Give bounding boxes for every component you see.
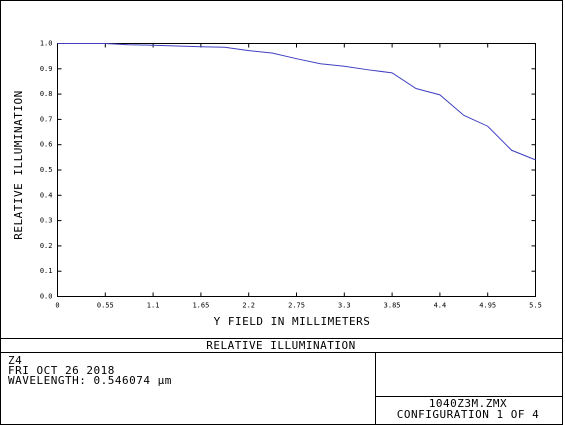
x-tick-label: 3.3 [338, 302, 351, 310]
footer-title: RELATIVE ILLUMINATION [206, 339, 356, 352]
y-tick-label: 0.3 [40, 217, 53, 225]
x-tick-label: 4.95 [479, 302, 496, 310]
x-tick-label: 0.55 [97, 302, 114, 310]
y-axis-label: RELATIVE ILLUMINATION [12, 90, 25, 240]
y-tick-label: 0.2 [40, 242, 53, 250]
x-tick-label: 3.85 [384, 302, 401, 310]
x-tick-label: 4.4 [434, 302, 447, 310]
x-tick-label: 2.75 [288, 302, 305, 310]
y-tick-label: 0.0 [40, 293, 53, 301]
footer-line: WAVELENGTH: 0.546074 µm [8, 374, 172, 387]
x-tick-label: 0 [55, 302, 59, 310]
configuration: CONFIGURATION 1 OF 4 [397, 408, 539, 421]
x-tick-label: 5.5 [529, 302, 542, 310]
y-tick-label: 1.0 [40, 40, 53, 48]
x-tick-label: 1.1 [147, 302, 160, 310]
footer-line: FRI OCT 26 2018 [8, 364, 115, 377]
y-tick-label: 0.9 [40, 65, 53, 73]
data-line [57, 43, 536, 161]
file-name: 1040Z3M.ZMX [429, 397, 507, 410]
y-tick-label: 0.6 [40, 141, 53, 149]
x-axis-label: Y FIELD IN MILLIMETERS [214, 315, 371, 328]
y-tick-label: 0.7 [40, 115, 53, 123]
footer-line: Z4 [8, 354, 22, 367]
y-tick-label: 0.1 [40, 267, 53, 275]
y-tick-label: 0.8 [40, 90, 53, 98]
x-tick-label: 1.65 [192, 302, 209, 310]
x-tick-label: 2.2 [242, 302, 255, 310]
y-tick-label: 0.4 [40, 191, 53, 199]
y-tick-label: 0.5 [40, 166, 53, 174]
plot-frame [57, 43, 536, 297]
